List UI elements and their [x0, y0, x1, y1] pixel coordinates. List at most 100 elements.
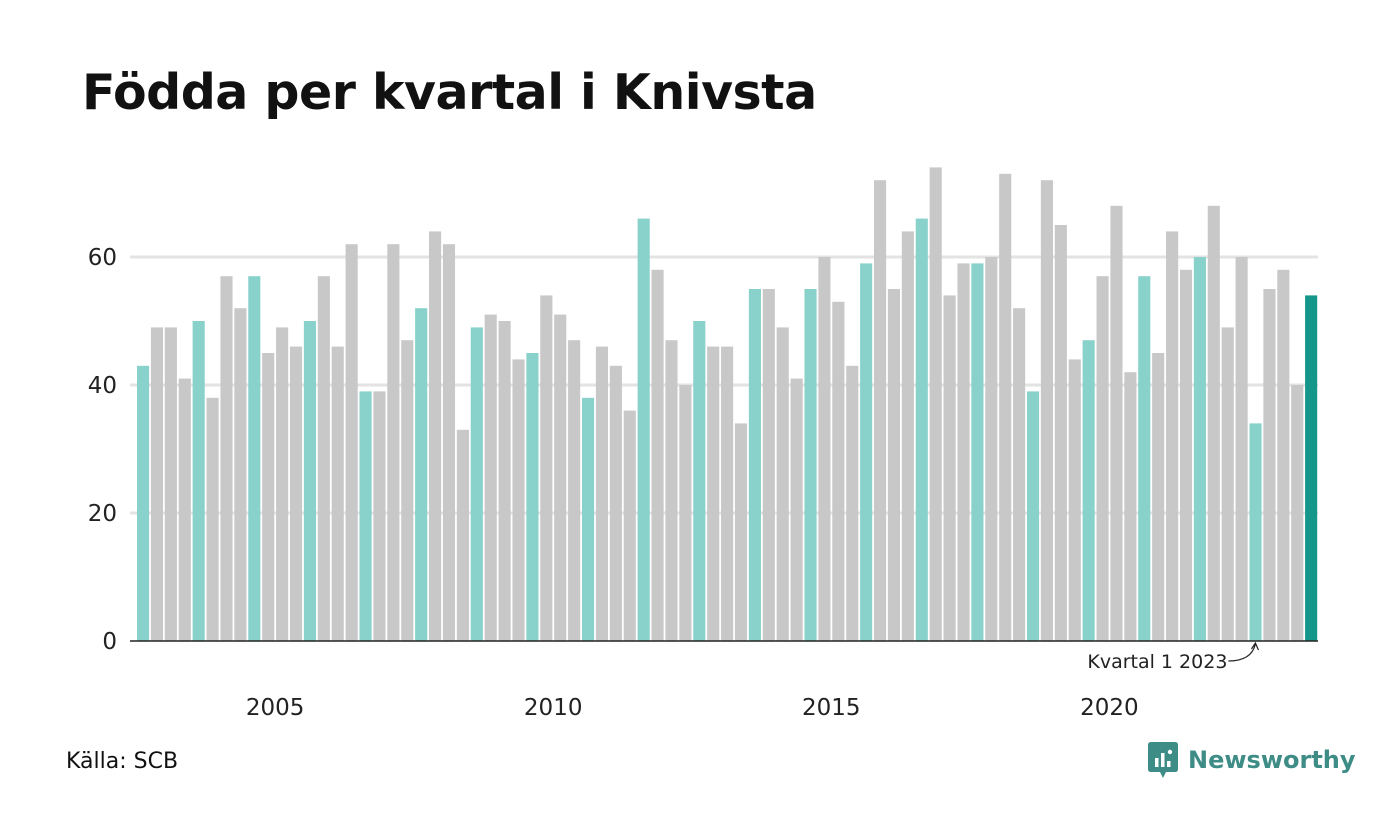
bar-2023-q2 — [1263, 289, 1276, 641]
bar-2014-q1 — [748, 289, 761, 641]
brand-name: Newsworthy — [1188, 746, 1356, 774]
bar-2004-q1 — [192, 321, 205, 641]
bar-2019-q2 — [1040, 180, 1053, 641]
bar-2018-q1 — [971, 263, 984, 641]
bar-2009-q4 — [512, 359, 525, 641]
bar-2021-q3 — [1166, 231, 1179, 641]
bar-2009-q2 — [484, 314, 497, 641]
x-tick-label: 2015 — [802, 695, 861, 721]
bar-2013-q2 — [707, 346, 720, 641]
bar-2003-q1 — [137, 365, 150, 641]
newsworthy-logo-icon — [1148, 742, 1178, 778]
bar-2018-q3 — [999, 173, 1012, 642]
bar-2021-q2 — [1152, 353, 1165, 641]
bar-2022-q1 — [1193, 257, 1206, 641]
bar-2005-q3 — [276, 327, 289, 641]
bar-2011-q4 — [623, 410, 636, 641]
bar-2017-q4 — [957, 263, 970, 641]
bar-2006-q1 — [303, 321, 316, 641]
bar-2005-q2 — [262, 353, 275, 641]
bar-2019-q4 — [1068, 359, 1081, 641]
bar-2013-q3 — [721, 346, 734, 641]
bar-2023-q3 — [1277, 269, 1290, 641]
bar-2021-q1 — [1138, 276, 1151, 641]
bar-2016-q2 — [874, 180, 887, 641]
y-axis-ticks: 0 20 40 60 — [88, 245, 117, 655]
bar-2010-q4 — [568, 340, 581, 641]
bar-2006-q3 — [331, 346, 344, 641]
x-tick-label: 2020 — [1080, 695, 1139, 721]
bar-2016-q1 — [860, 263, 873, 641]
bar-2004-q4 — [234, 308, 247, 641]
bar-2005-q4 — [289, 346, 303, 641]
bar-2008-q4 — [456, 429, 469, 641]
bar-2020-q1 — [1082, 340, 1095, 641]
bar-2016-q4 — [901, 231, 914, 641]
bar-2019-q3 — [1054, 225, 1067, 641]
bar-2003-q3 — [164, 327, 177, 641]
bar-2020-q3 — [1110, 205, 1123, 642]
bar-2014-q4 — [790, 378, 803, 641]
bar-2016-q3 — [887, 289, 901, 641]
bar-2018-q4 — [1013, 308, 1026, 641]
bar-2007-q1 — [359, 391, 372, 641]
bar-2006-q2 — [317, 276, 330, 641]
bar-2022-q2 — [1207, 205, 1220, 642]
y-tick-label: 20 — [88, 501, 117, 527]
bar-2011-q1 — [581, 397, 595, 641]
y-tick-label: 60 — [88, 245, 117, 271]
bar-2005-q1 — [248, 276, 261, 641]
bar-2022-q4 — [1235, 257, 1248, 641]
y-tick-label: 0 — [102, 629, 117, 655]
bar-2012-q1 — [637, 218, 650, 641]
bar-2009-q3 — [498, 321, 511, 641]
annotation: Kvartal 1 2023 — [1087, 641, 1259, 673]
bar-2013-q4 — [734, 423, 748, 641]
bar-2008-q3 — [442, 244, 456, 641]
x-tick-label: 2005 — [246, 695, 305, 721]
bar-2004-q2 — [206, 397, 219, 641]
bar-2015-q1 — [804, 289, 817, 641]
bar-2015-q2 — [818, 257, 831, 641]
bar-2017-q3 — [943, 295, 956, 641]
bar-2017-q1 — [915, 218, 928, 641]
bar-2007-q4 — [401, 340, 414, 641]
bar-2014-q3 — [776, 327, 789, 641]
bar-2018-q2 — [985, 257, 998, 641]
bar-2008-q1 — [415, 308, 428, 641]
annotation-label: Kvartal 1 2023 — [1087, 651, 1227, 673]
bar-2007-q2 — [373, 391, 386, 641]
bar-2014-q2 — [762, 289, 775, 641]
bar-2003-q2 — [150, 327, 164, 641]
bar-2015-q3 — [832, 301, 845, 641]
bar-2023-q4 — [1291, 385, 1304, 641]
bar-2007-q3 — [387, 244, 400, 641]
bar-2010-q2 — [540, 295, 553, 641]
bar-2010-q1 — [526, 353, 539, 641]
bar-2011-q2 — [595, 346, 608, 641]
bar-2006-q4 — [345, 244, 358, 641]
bar-2023-q1 — [1249, 423, 1262, 641]
bar-2012-q4 — [679, 385, 692, 641]
bar-2011-q3 — [609, 365, 622, 641]
bar-2012-q2 — [651, 269, 664, 641]
bar-2008-q2 — [429, 231, 442, 641]
bar-2004-q3 — [220, 276, 233, 641]
y-tick-label: 40 — [88, 373, 117, 399]
bar-2024-q1 — [1305, 295, 1318, 641]
bar-2003-q4 — [178, 378, 191, 641]
bar-2015-q4 — [846, 365, 859, 641]
bar-2017-q2 — [929, 167, 942, 641]
bar-2020-q4 — [1124, 372, 1137, 641]
bar-2009-q1 — [470, 327, 483, 641]
bar-2020-q2 — [1096, 276, 1109, 641]
bar-2021-q4 — [1179, 269, 1193, 641]
source-label: Källa: SCB — [66, 749, 179, 774]
brand-logo: Newsworthy — [1148, 742, 1356, 778]
chart-title: Födda per kvartal i Knivsta — [82, 64, 817, 121]
bar-2010-q3 — [554, 314, 567, 641]
x-tick-label: 2010 — [524, 695, 583, 721]
bar-2012-q3 — [665, 340, 678, 641]
bars — [137, 167, 1318, 642]
